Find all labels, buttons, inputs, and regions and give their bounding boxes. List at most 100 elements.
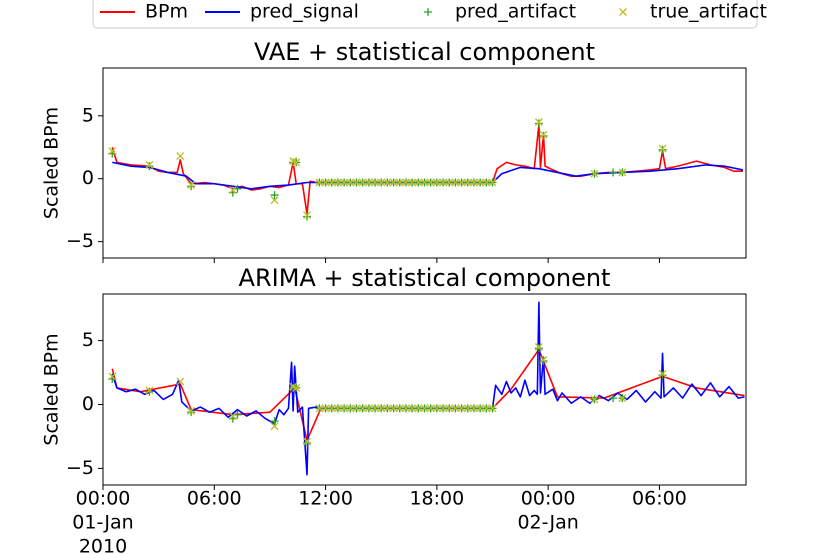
true-artifact-marker bbox=[346, 404, 355, 413]
pred-artifact-marker bbox=[539, 131, 548, 140]
pred-artifact-marker bbox=[539, 357, 548, 366]
pred-artifact-marker bbox=[145, 162, 154, 171]
true-artifact-marker bbox=[590, 395, 599, 404]
true-artifact-marker bbox=[534, 118, 543, 127]
true-artifact-marker bbox=[401, 178, 410, 187]
y-tick-label: 0 bbox=[82, 393, 94, 415]
true-artifact-marker bbox=[303, 437, 311, 446]
true-artifact-marker bbox=[470, 178, 478, 187]
true-artifact-marker bbox=[352, 178, 361, 187]
true-artifact-marker bbox=[432, 178, 441, 187]
true-artifact-marker bbox=[539, 355, 548, 364]
true-artifact-marker bbox=[358, 178, 367, 187]
plot-area bbox=[108, 118, 744, 221]
true-artifact-marker bbox=[451, 404, 460, 413]
true-artifact-marker bbox=[414, 404, 423, 413]
legend-label: pred_signal bbox=[250, 1, 359, 23]
true-artifact-marker bbox=[145, 386, 154, 395]
true-artifact-marker bbox=[315, 404, 324, 413]
true-artifact-marker bbox=[352, 404, 361, 413]
legend-label: true_artifact bbox=[650, 1, 767, 23]
true-artifact-marker bbox=[270, 196, 279, 205]
true-artifact-marker bbox=[476, 404, 485, 413]
true-artifact-marker bbox=[420, 404, 429, 413]
true-artifact-marker bbox=[228, 186, 237, 195]
true-artifact-marker bbox=[228, 412, 237, 420]
true-artifact-marker bbox=[395, 404, 404, 413]
legend-marker bbox=[424, 8, 432, 16]
pred-artifact-marker bbox=[609, 394, 618, 403]
axes-frame bbox=[102, 67, 747, 259]
true-artifact-marker bbox=[176, 377, 185, 386]
pred-artifact-marker bbox=[303, 212, 312, 221]
true-artifact-marker bbox=[187, 181, 196, 189]
true-artifact-marker bbox=[420, 178, 429, 187]
series-line bbox=[111, 123, 743, 215]
true-artifact-marker bbox=[590, 169, 599, 178]
x-tick-label: 18:00 bbox=[409, 488, 464, 510]
true-artifact-marker bbox=[658, 369, 667, 378]
true-artifact-marker bbox=[539, 130, 548, 139]
y-tick-label: 0 bbox=[82, 167, 94, 189]
true-artifact-marker bbox=[451, 178, 460, 187]
plot-area bbox=[108, 301, 745, 476]
true-artifact-marker bbox=[145, 160, 154, 169]
true-artifact-marker bbox=[426, 404, 435, 413]
pred-artifact-marker bbox=[270, 417, 279, 426]
true-artifact-marker bbox=[534, 343, 543, 351]
y-axis-label: Scaled BPm bbox=[41, 333, 63, 445]
y-tick-label: −5 bbox=[66, 230, 94, 252]
axes-frame bbox=[102, 293, 747, 486]
legend-label: BPm bbox=[145, 1, 188, 23]
true-artifact-marker bbox=[463, 404, 472, 413]
x-tick-label: 01-Jan bbox=[72, 512, 133, 534]
true-artifact-marker bbox=[470, 404, 478, 413]
y-tick-label: −5 bbox=[66, 457, 94, 479]
y-tick-label: 5 bbox=[82, 329, 94, 351]
true-artifact-marker bbox=[327, 404, 336, 413]
true-artifact-marker bbox=[414, 178, 423, 187]
x-tick-label: 12:00 bbox=[298, 488, 353, 510]
x-tick-label: 2010 bbox=[79, 536, 127, 554]
true-artifact-marker bbox=[327, 178, 336, 187]
pred-artifact-marker bbox=[270, 191, 279, 200]
true-artifact-marker bbox=[457, 178, 466, 187]
series-line bbox=[111, 348, 745, 442]
true-artifact-marker bbox=[371, 404, 379, 413]
true-artifact-marker bbox=[270, 422, 279, 431]
true-artifact-marker bbox=[346, 178, 355, 187]
chart-title: VAE + statistical component bbox=[254, 38, 595, 66]
true-artifact-marker bbox=[364, 404, 373, 413]
x-tick-label: 06:00 bbox=[632, 488, 687, 510]
true-artifact-marker bbox=[108, 372, 117, 381]
true-artifact-marker bbox=[488, 178, 497, 187]
true-artifact-marker bbox=[340, 404, 349, 413]
true-artifact-marker bbox=[340, 178, 349, 187]
true-artifact-marker bbox=[445, 178, 454, 187]
true-artifact-marker bbox=[618, 394, 627, 403]
true-artifact-marker bbox=[315, 178, 324, 187]
true-artifact-marker bbox=[476, 178, 485, 187]
chart-title: ARIMA + statistical component bbox=[239, 264, 611, 292]
true-artifact-marker bbox=[377, 404, 386, 413]
true-artifact-marker bbox=[457, 404, 466, 413]
x-tick-label: 02-Jan bbox=[517, 512, 578, 534]
true-artifact-marker bbox=[408, 178, 417, 187]
true-artifact-marker bbox=[439, 404, 448, 413]
true-artifact-marker bbox=[383, 178, 392, 187]
x-tick-label: 00:00 bbox=[76, 488, 131, 510]
true-artifact-marker bbox=[333, 404, 342, 413]
true-artifact-marker bbox=[395, 178, 404, 187]
y-tick-label: 5 bbox=[82, 104, 94, 126]
true-artifact-marker bbox=[303, 211, 311, 220]
pred-artifact-marker bbox=[145, 387, 154, 396]
true-artifact-marker bbox=[389, 178, 398, 187]
true-artifact-marker bbox=[364, 178, 373, 187]
true-artifact-marker bbox=[108, 147, 117, 156]
true-artifact-marker bbox=[321, 178, 330, 187]
true-artifact-marker bbox=[292, 158, 301, 167]
true-artifact-marker bbox=[383, 404, 392, 413]
true-artifact-marker bbox=[408, 404, 417, 413]
true-artifact-marker bbox=[445, 404, 454, 413]
pred-artifact-marker bbox=[303, 438, 312, 447]
